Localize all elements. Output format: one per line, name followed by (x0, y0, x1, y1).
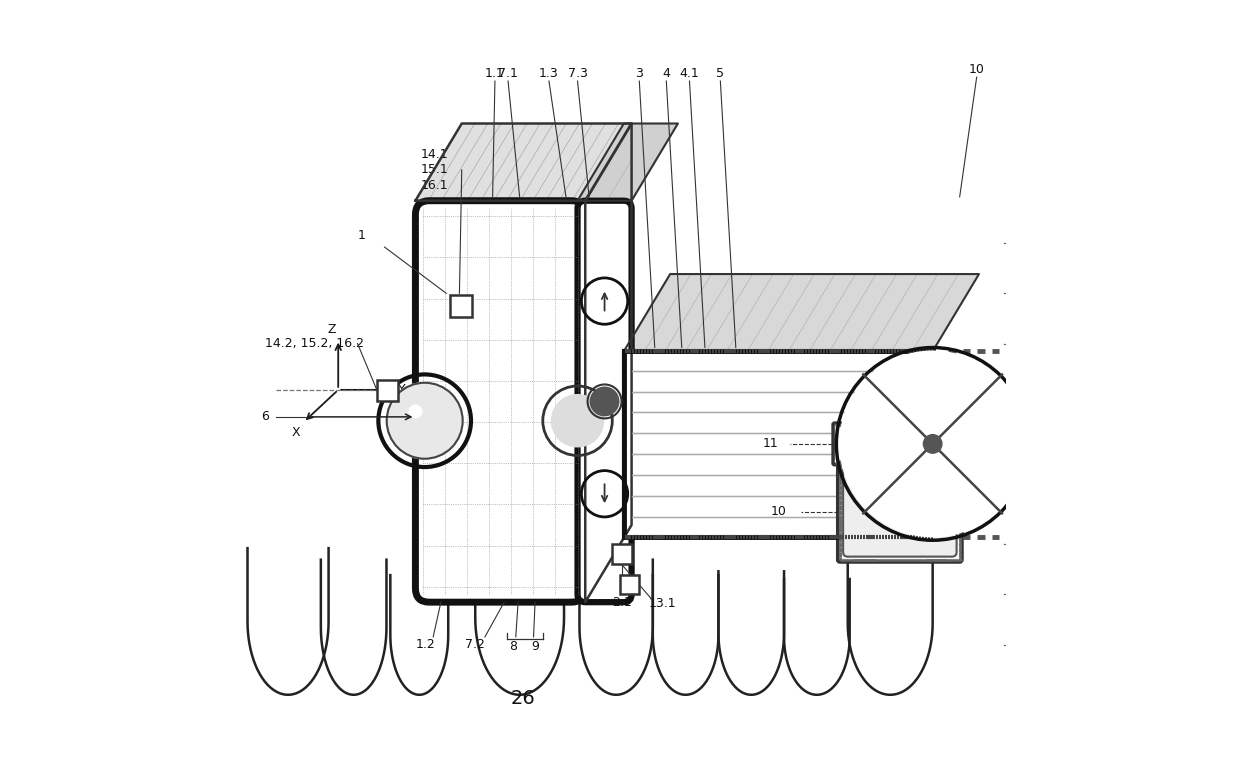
Text: 7.2: 7.2 (465, 638, 485, 651)
Circle shape (552, 394, 604, 447)
Polygon shape (718, 571, 784, 695)
Text: 2.1: 2.1 (611, 596, 631, 608)
Bar (450, 295, 471, 317)
Text: 1.2: 1.2 (415, 638, 435, 651)
Text: 6: 6 (260, 411, 269, 423)
Polygon shape (321, 560, 387, 695)
Text: X: X (291, 426, 300, 438)
Text: 1.1: 1.1 (485, 67, 505, 80)
Circle shape (387, 383, 463, 459)
Text: 8: 8 (510, 640, 517, 652)
Text: Z: Z (327, 323, 336, 336)
Text: 15.1: 15.1 (420, 164, 449, 176)
Text: 11: 11 (763, 438, 779, 450)
Polygon shape (624, 274, 980, 351)
Text: 16.1: 16.1 (422, 179, 449, 191)
FancyBboxPatch shape (838, 461, 962, 562)
Polygon shape (475, 540, 564, 695)
FancyBboxPatch shape (833, 423, 966, 465)
Circle shape (924, 435, 942, 453)
Text: 4: 4 (662, 67, 671, 80)
Text: 7.3: 7.3 (568, 67, 588, 80)
Polygon shape (579, 560, 652, 695)
Bar (377, 380, 398, 401)
FancyBboxPatch shape (843, 466, 956, 557)
Circle shape (590, 388, 619, 415)
Polygon shape (848, 552, 932, 695)
FancyBboxPatch shape (578, 201, 631, 602)
Text: 4.1: 4.1 (680, 67, 699, 80)
Polygon shape (248, 548, 329, 695)
Bar (624, 351, 932, 537)
Bar (620, 575, 640, 594)
Text: 26: 26 (511, 689, 536, 708)
Polygon shape (578, 124, 678, 201)
Bar (613, 544, 631, 564)
Text: 7.1: 7.1 (498, 67, 518, 80)
FancyBboxPatch shape (415, 201, 585, 602)
Polygon shape (652, 575, 718, 695)
Circle shape (408, 405, 423, 418)
Circle shape (839, 350, 1027, 537)
Polygon shape (784, 579, 849, 695)
Text: 10: 10 (968, 63, 985, 76)
Polygon shape (585, 124, 631, 602)
Text: 3: 3 (635, 67, 644, 80)
Polygon shape (391, 575, 448, 695)
Text: 14.2, 15.2, 16.2: 14.2, 15.2, 16.2 (265, 337, 363, 350)
Text: 10: 10 (771, 506, 786, 518)
Text: 14.1: 14.1 (422, 148, 449, 161)
Text: 9: 9 (531, 640, 539, 652)
Text: Y: Y (398, 384, 405, 396)
Polygon shape (415, 124, 631, 201)
Text: 1.3: 1.3 (539, 67, 559, 80)
Text: 13.1: 13.1 (649, 598, 676, 610)
Bar (624, 351, 932, 537)
Text: 1: 1 (357, 229, 366, 242)
Text: 5: 5 (717, 67, 724, 80)
